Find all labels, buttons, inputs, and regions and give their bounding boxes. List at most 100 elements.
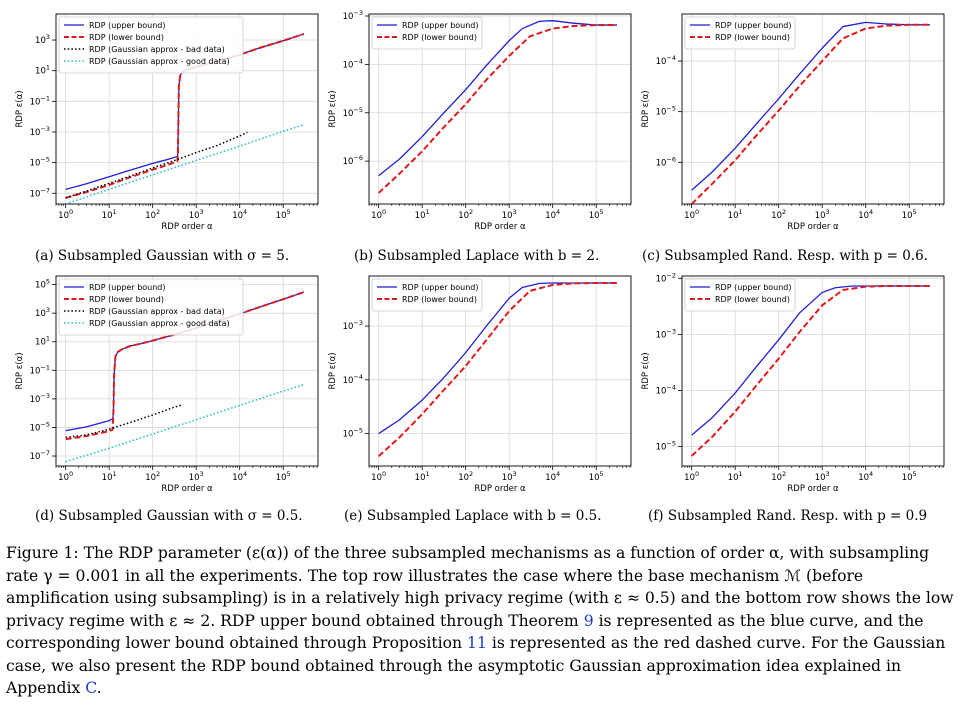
legend: RDP (upper bound) RDP (lower bound) [684,278,796,312]
x-tick-label: 104 [232,208,247,221]
y-axis-label: RDP ε(α) [641,352,651,389]
x-tick-label: 105 [589,208,604,221]
series-line [65,123,305,204]
x-tick-label: 100 [58,208,73,221]
series-line [691,285,930,436]
panel-a: 100 101 102 103 104 105 10−7 10−5 10−3 10−1 101 103… [10,8,326,232]
legend-box [58,16,244,74]
y-tick-label: 10−5 [343,106,363,119]
caption-text-4: . [96,679,102,697]
theorem-ref-link[interactable]: 9 [583,611,594,630]
x-tick-label: 104 [545,208,560,221]
legend: RDP (upper bound) RDP (lower bound) [371,278,483,312]
x-tick-label: 100 [58,470,73,483]
subcaption-a: (a) Subsampled Gaussian with σ = 5. [35,248,290,264]
y-tick-label: 10−1 [30,363,50,376]
y-tick-label: 10−5 [656,440,676,453]
legend-label: RDP (Gaussian approx - good data) [89,319,230,328]
x-tick-label: 100 [684,208,699,221]
series-line [377,282,617,457]
y-tick-label: 10−1 [30,94,50,107]
chart-d: 100 101 102 103 104 105 10−7 10−5 10−3 10−1 101 103… [15,275,319,494]
x-tick-label: 100 [371,208,386,221]
x-tick-label: 103 [502,208,517,221]
chart-f: 100 101 102 103 104 105 10−5 10−4 10−3 10−2 RDP or… [641,271,945,494]
panel-b: 100 101 102 103 104 105 10−6 10−5 10−4 10−3 RDP or… [323,8,639,232]
series-line [65,131,248,199]
x-tick-label: 105 [276,470,291,483]
legend-box [371,16,483,50]
legend: RDP (upper bound) RDP (lower bound) [684,16,796,50]
legend: RDP (upper bound) RDP (lower bound) RDP (G… [58,16,244,74]
y-tick-label: 10−4 [343,373,363,386]
x-axis-label: RDP order α [474,484,526,494]
x-tick-label: 102 [771,470,786,483]
y-tick-label: 10−4 [656,383,676,396]
y-axis-label: RDP ε(α) [328,352,338,389]
panel-e: 100 101 102 103 104 105 10−5 10−4 10−3 RDP order … [323,270,639,494]
x-axis-label: RDP order α [787,222,839,232]
legend: RDP (upper bound) RDP (lower bound) [371,16,483,50]
y-tick-label: 10−5 [656,105,676,118]
chart-c: 100 101 102 103 104 105 10−6 10−5 10−4 RDP order … [641,13,945,232]
figure-caption: Figure 1: The RDP parameter (ε(α)) of th… [6,542,962,700]
x-tick-label: 102 [771,208,786,221]
series-line [691,21,930,191]
x-axis-label: RDP order α [161,484,213,494]
series-group [377,20,617,194]
y-tick-label: 10−5 [30,420,50,433]
y-axis-label: RDP ε(α) [15,90,25,127]
y-tick-label: 10−3 [656,327,676,340]
y-tick-label: 10−3 [343,9,363,22]
plot-frame [55,13,319,205]
subcaption-d: (d) Subsampled Gaussian with σ = 0.5. [35,508,303,524]
x-tick-label: 102 [458,208,473,221]
plot-frame [681,275,945,467]
x-tick-label: 103 [815,470,830,483]
series-line [65,403,184,439]
x-tick-label: 104 [232,470,247,483]
x-tick-label: 105 [589,470,604,483]
y-tick-label: 10−3 [343,319,363,332]
x-tick-label: 101 [415,208,430,221]
plot-frame [681,13,945,205]
legend-label: RDP (upper bound) [89,283,166,292]
chart-e: 100 101 102 103 104 105 10−5 10−4 10−3 RDP order … [328,275,632,494]
x-tick-label: 104 [858,470,873,483]
x-tick-label: 105 [276,208,291,221]
plot-frame [368,13,632,205]
x-tick-label: 103 [502,470,517,483]
legend-label: RDP (lower bound) [715,295,790,304]
x-tick-label: 102 [145,208,160,221]
y-tick-label: 10−2 [656,271,676,284]
y-axis-label: RDP ε(α) [15,352,25,389]
proposition-ref-link[interactable]: 11 [467,634,487,652]
y-tick-label: 105 [35,278,50,291]
caption-text-1: Figure 1: The RDP parameter (ε(α)) of th… [6,544,954,630]
y-axis-label: RDP ε(α) [641,90,651,127]
y-tick-label: 10−3 [30,125,50,138]
caption-text-3: is represented as the red dashed curve. … [6,634,946,697]
legend-label: RDP (lower bound) [402,295,477,304]
subcaption-f: (f) Subsampled Rand. Resp. with p = 0.9 [648,508,928,524]
chart-a: 100 101 102 103 104 105 10−7 10−5 10−3 10−1 101 103… [15,13,319,232]
x-axis-label: RDP order α [787,484,839,494]
subcaption-e: (e) Subsampled Laplace with b = 0.5. [344,508,602,524]
y-tick-label: 10−4 [343,57,363,70]
legend-label: RDP (lower bound) [89,33,164,42]
series-group [690,21,930,204]
x-tick-label: 101 [102,470,117,483]
x-tick-label: 101 [102,208,117,221]
y-tick-label: 103 [35,306,50,319]
legend-box [58,278,244,336]
x-tick-label: 105 [902,208,917,221]
x-axis-label: RDP order α [161,222,213,232]
legend-label: RDP (lower bound) [89,295,164,304]
y-tick-label: 103 [35,33,50,46]
legend-label: RDP (Gaussian approx - bad data) [89,45,225,54]
plot-frame [55,275,319,467]
series-line [378,282,617,435]
subcaption-b: (b) Subsampled Laplace with b = 2. [354,248,600,264]
x-axis-label: RDP order α [474,222,526,232]
appendix-ref-link[interactable]: C [85,679,97,697]
